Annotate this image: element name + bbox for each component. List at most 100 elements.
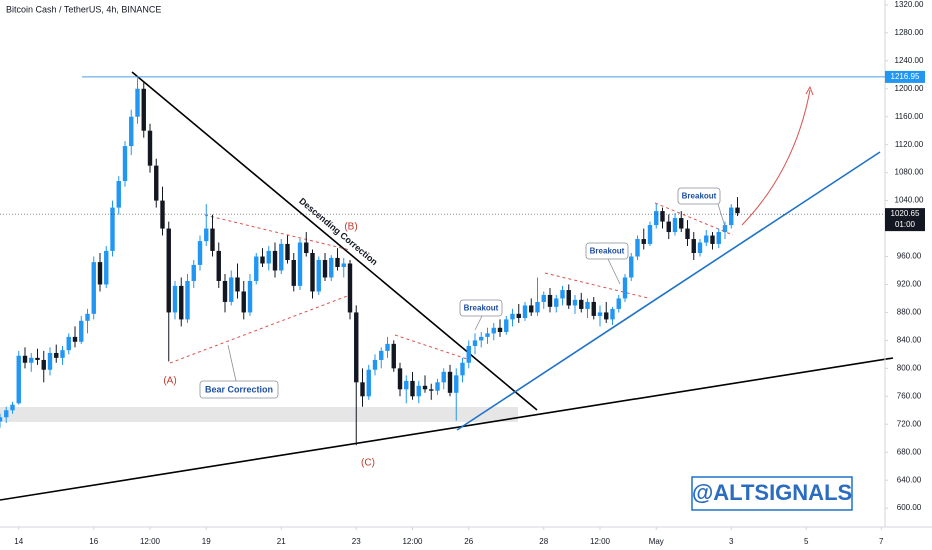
y-tick-label: 720.00 — [897, 419, 922, 428]
price-label-box — [885, 70, 925, 83]
callout-box — [677, 187, 721, 205]
y-tick-label: 1200.00 — [895, 84, 924, 93]
candle-body — [266, 250, 271, 264]
candle-body — [341, 263, 346, 267]
x-tick-label: 26 — [464, 537, 473, 546]
candle-body — [610, 308, 615, 320]
candle-body — [160, 200, 165, 229]
support-trendline — [0, 357, 894, 501]
candle-body — [247, 280, 253, 313]
candle-body — [347, 263, 353, 313]
candle-body — [366, 369, 371, 397]
candle-body — [241, 291, 246, 313]
candle-body — [166, 228, 171, 313]
callout-text: Breakout — [590, 247, 625, 256]
x-tick-label: 21 — [277, 537, 286, 546]
candle-body — [4, 410, 9, 418]
candle-body — [304, 242, 309, 254]
candle-body — [229, 277, 234, 302]
candle-body — [522, 305, 528, 319]
candle-body — [216, 250, 221, 281]
candle-body — [404, 380, 409, 390]
candles — [0, 78, 740, 446]
candle-body — [579, 299, 584, 309]
candle-body — [541, 294, 546, 302]
candle-body — [272, 250, 278, 271]
candle-body — [510, 313, 515, 320]
support-zone — [0, 407, 518, 422]
wave-label: (B) — [344, 222, 357, 233]
candle-body — [679, 218, 684, 229]
y-tick-label: 640.00 — [897, 475, 922, 484]
x-tick-label: May — [649, 537, 664, 546]
last-price-box — [885, 208, 925, 232]
candle-body — [591, 301, 596, 316]
candle-body — [466, 345, 471, 363]
arrow-head — [805, 85, 814, 96]
candle-body — [185, 280, 190, 320]
candle-body — [616, 298, 621, 309]
candle-body — [385, 343, 390, 351]
x-tick-label: 19 — [202, 537, 211, 546]
candle-body — [704, 235, 709, 243]
candle-body — [360, 382, 365, 397]
candle-body — [410, 380, 415, 397]
callout-pointer — [717, 203, 727, 231]
candle-body — [60, 350, 65, 358]
candle-body — [35, 357, 40, 360]
callout-box — [199, 380, 279, 399]
candle-body — [104, 250, 109, 285]
wedge-lower — [169, 294, 351, 364]
y-tick-label: 880.00 — [897, 308, 922, 317]
candle-body — [491, 327, 496, 334]
candle-body — [666, 221, 671, 233]
candle-body — [460, 362, 465, 376]
y-tick-label: 600.00 — [897, 503, 922, 512]
candle-body — [54, 352, 59, 358]
trendline-label: Descending Correction — [297, 196, 379, 267]
candle-body — [222, 280, 228, 302]
candle-body — [560, 290, 565, 299]
y-tick-label: 1160.00 — [895, 112, 924, 121]
projection-arrow — [741, 89, 811, 226]
callout-box — [459, 299, 503, 317]
candle-body — [285, 243, 290, 261]
candle-body — [697, 242, 703, 254]
candle-body — [604, 312, 609, 320]
candle-body — [254, 256, 259, 281]
y-tick-label: 1040.00 — [895, 196, 924, 205]
candle-body — [416, 385, 421, 397]
candle-body — [422, 385, 428, 390]
candle-body — [322, 260, 328, 278]
candle-body — [485, 333, 490, 337]
y-tick-label: 800.00 — [897, 363, 922, 372]
candle-body — [547, 294, 553, 307]
candle-body — [447, 371, 453, 393]
wave-label: (A) — [163, 376, 176, 387]
candle-body — [16, 355, 21, 404]
candle-body — [110, 207, 115, 251]
candle-body — [147, 130, 153, 166]
candle-body — [297, 242, 303, 286]
x-tick-label: 14 — [14, 537, 23, 546]
wedge-upper — [204, 214, 351, 251]
candle-body — [629, 256, 634, 278]
candle-body — [722, 225, 728, 233]
x-tick-label: 12:00 — [590, 537, 611, 546]
candle-body — [354, 312, 359, 383]
watermark: @ALTSIGNALS — [692, 480, 852, 505]
candle-body — [472, 340, 478, 346]
candle-body — [291, 260, 296, 286]
candle-body — [710, 235, 715, 244]
candle-body — [41, 359, 46, 370]
y-tick-label: 840.00 — [897, 335, 922, 344]
x-tick-label: 23 — [352, 537, 361, 546]
candle-body — [654, 211, 659, 226]
candle-body — [397, 368, 403, 390]
rising-trendline — [456, 151, 881, 431]
candle-body — [141, 88, 146, 131]
candle-body — [116, 181, 121, 208]
candle-body — [191, 264, 196, 281]
candle-body — [554, 298, 559, 307]
candle-body — [66, 336, 71, 351]
